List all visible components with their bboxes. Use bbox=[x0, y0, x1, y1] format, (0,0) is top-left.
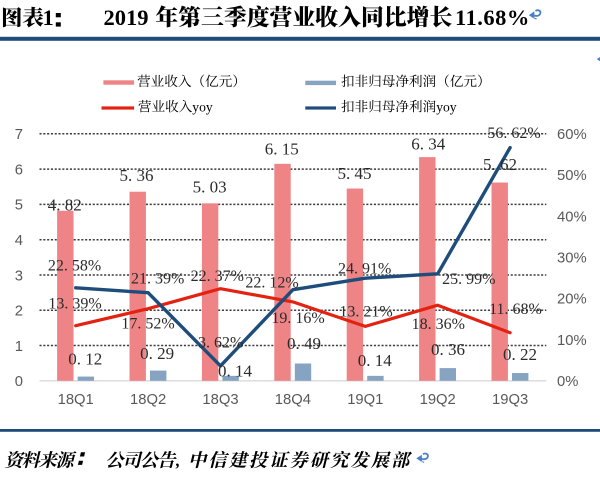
svg-text:18. 36%: 18. 36% bbox=[412, 316, 465, 333]
svg-text:19Q1: 19Q1 bbox=[347, 392, 383, 408]
svg-text:3. 62%: 3. 62% bbox=[198, 335, 243, 352]
svg-text:1: 1 bbox=[43, 5, 54, 30]
svg-text:13. 39%: 13. 39% bbox=[48, 296, 101, 313]
svg-text:5. 45: 5. 45 bbox=[338, 164, 372, 183]
svg-text:10%: 10% bbox=[557, 333, 587, 349]
svg-text:21. 39%: 21. 39% bbox=[131, 271, 184, 288]
svg-text:18Q3: 18Q3 bbox=[202, 392, 238, 408]
svg-text:18Q1: 18Q1 bbox=[58, 392, 94, 408]
svg-text:56. 62%: 56. 62% bbox=[487, 125, 540, 142]
svg-text:19Q3: 19Q3 bbox=[492, 392, 528, 408]
svg-text:50%: 50% bbox=[557, 168, 587, 184]
svg-text:0. 29: 0. 29 bbox=[140, 344, 174, 363]
svg-text:,: , bbox=[175, 451, 180, 470]
svg-text:24. 91%: 24. 91% bbox=[338, 260, 391, 277]
svg-text:0. 14: 0. 14 bbox=[218, 362, 253, 381]
svg-text:2: 2 bbox=[15, 304, 23, 320]
svg-text:20%: 20% bbox=[557, 292, 587, 308]
svg-text:5. 62: 5. 62 bbox=[483, 155, 517, 174]
svg-text:22. 12%: 22. 12% bbox=[245, 275, 298, 292]
svg-text:19. 16%: 19. 16% bbox=[271, 310, 324, 327]
svg-text:18Q2: 18Q2 bbox=[130, 392, 166, 408]
svg-text:4. 82: 4. 82 bbox=[48, 196, 82, 215]
svg-text:0. 14: 0. 14 bbox=[358, 351, 393, 370]
svg-text:5. 36: 5. 36 bbox=[120, 166, 154, 185]
svg-text:11. 68%: 11. 68% bbox=[489, 301, 542, 318]
svg-text:0. 22: 0. 22 bbox=[503, 345, 537, 364]
svg-text:0. 12: 0. 12 bbox=[68, 350, 102, 369]
svg-text:18Q4: 18Q4 bbox=[275, 392, 311, 408]
svg-text:yoy: yoy bbox=[436, 99, 457, 114]
svg-text:13. 21%: 13. 21% bbox=[339, 304, 392, 321]
svg-text:0%: 0% bbox=[557, 374, 578, 390]
svg-text:40%: 40% bbox=[557, 209, 587, 225]
svg-text:60%: 60% bbox=[557, 127, 587, 143]
svg-text:17. 52%: 17. 52% bbox=[121, 316, 174, 333]
svg-text:0. 49: 0. 49 bbox=[287, 334, 321, 353]
svg-text:0: 0 bbox=[15, 374, 23, 390]
svg-text:22. 58%: 22. 58% bbox=[48, 258, 101, 275]
svg-text:0. 36: 0. 36 bbox=[431, 340, 465, 359]
svg-text:3: 3 bbox=[15, 268, 23, 284]
svg-text:6. 34: 6. 34 bbox=[411, 134, 446, 153]
svg-text:4: 4 bbox=[15, 233, 23, 249]
svg-text:22. 37%: 22. 37% bbox=[191, 268, 244, 285]
svg-text:11.68%: 11.68% bbox=[455, 5, 530, 30]
svg-text:30%: 30% bbox=[557, 251, 587, 267]
svg-text:6. 15: 6. 15 bbox=[265, 140, 299, 159]
svg-text:5: 5 bbox=[15, 198, 23, 214]
svg-text:2019: 2019 bbox=[104, 5, 149, 30]
svg-text:6: 6 bbox=[15, 162, 23, 178]
svg-text:25. 99%: 25. 99% bbox=[442, 271, 495, 288]
svg-text:19Q2: 19Q2 bbox=[420, 392, 456, 408]
svg-text:yoy: yoy bbox=[192, 99, 213, 114]
svg-text:5. 03: 5. 03 bbox=[193, 178, 227, 197]
svg-text:7: 7 bbox=[15, 127, 23, 143]
svg-text:1: 1 bbox=[15, 339, 23, 355]
